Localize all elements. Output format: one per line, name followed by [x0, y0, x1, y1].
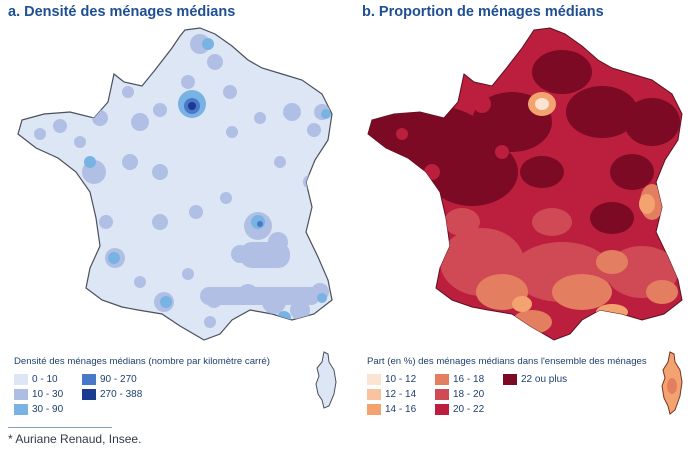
legend-item: 20 - 22	[435, 404, 484, 415]
legend-swatch	[14, 374, 28, 385]
source-footnote: * Auriane Renaud, Insee.	[8, 432, 142, 446]
legend-label: 270 - 388	[100, 389, 143, 400]
legend-a-title: Densité des ménages médians (nombre par …	[14, 356, 270, 367]
legend-item: 270 - 388	[82, 389, 142, 400]
corsica-inset-b	[661, 351, 683, 415]
legend-swatch	[367, 374, 381, 385]
proportion-areas	[368, 50, 680, 334]
map-b-title: b. Proportion de ménages médians	[362, 4, 604, 20]
footnote-rule	[8, 427, 112, 428]
legend-swatch	[14, 389, 28, 400]
legend-swatch	[435, 374, 449, 385]
corsica-inset-a	[315, 351, 337, 409]
density-map	[17, 27, 333, 341]
legend-label: 14 - 16	[385, 404, 417, 415]
legend-swatch	[367, 404, 381, 415]
legend-swatch	[435, 404, 449, 415]
map-a-title: a. Densité des ménages médians	[8, 4, 236, 20]
legend-item: 14 - 16	[367, 404, 416, 415]
legend-b-title: Part (en %) des ménages médians dans l'e…	[367, 356, 647, 367]
legend-label: 22 ou plus	[521, 374, 568, 385]
proportion-map	[367, 27, 683, 341]
legend-item: 90 - 270	[82, 374, 137, 385]
legend-label: 10 - 30	[32, 389, 64, 400]
legend-item: 0 - 10	[14, 374, 58, 385]
legend-label: 10 - 12	[385, 374, 417, 385]
legend-label: 16 - 18	[453, 374, 485, 385]
legend-label: 12 - 14	[385, 389, 417, 400]
legend-item: 22 ou plus	[503, 374, 567, 385]
legend-swatch	[367, 389, 381, 400]
legend-swatch	[435, 389, 449, 400]
legend-item: 10 - 30	[14, 389, 63, 400]
legend-item: 18 - 20	[435, 389, 484, 400]
legend-item: 10 - 12	[367, 374, 416, 385]
density-blobs	[34, 34, 331, 328]
legend-item: 16 - 18	[435, 374, 484, 385]
legend-swatch	[82, 389, 96, 400]
legend-item: 30 - 90	[14, 404, 63, 415]
legend-swatch	[14, 404, 28, 415]
legend-label: 20 - 22	[453, 404, 485, 415]
legend-label: 90 - 270	[100, 374, 137, 385]
legend-label: 0 - 10	[32, 374, 58, 385]
legend-swatch	[82, 374, 96, 385]
legend-swatch	[503, 374, 517, 385]
legend-label: 30 - 90	[32, 404, 64, 415]
legend-item: 12 - 14	[367, 389, 416, 400]
legend-label: 18 - 20	[453, 389, 485, 400]
